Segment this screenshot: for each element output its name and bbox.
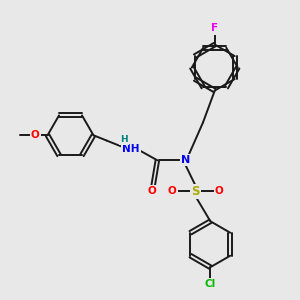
Text: H: H	[121, 135, 128, 144]
Text: NH: NH	[122, 143, 140, 154]
Text: F: F	[211, 23, 218, 33]
Text: O: O	[215, 186, 224, 196]
Text: N: N	[181, 155, 190, 165]
Text: S: S	[191, 185, 200, 198]
Text: O: O	[147, 186, 156, 196]
Text: O: O	[168, 186, 176, 196]
Text: O: O	[31, 130, 40, 140]
Text: Cl: Cl	[205, 279, 216, 289]
